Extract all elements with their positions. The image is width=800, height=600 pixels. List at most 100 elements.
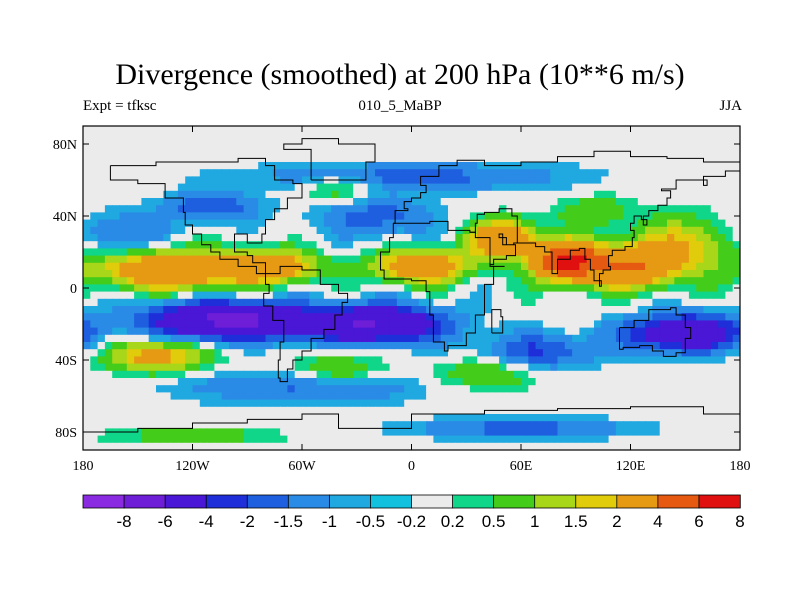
field-cell [645, 234, 653, 242]
field-cell [718, 327, 726, 336]
field-cell [97, 219, 106, 228]
field-cell [236, 306, 245, 314]
field-cell [367, 248, 376, 257]
field-cell [542, 334, 551, 343]
field-cell [637, 234, 646, 242]
field-cell [323, 219, 332, 228]
field-cell [280, 198, 288, 206]
field-cell [506, 320, 515, 329]
field-cell [382, 147, 391, 156]
field-cell [185, 262, 194, 271]
field-cell [170, 169, 179, 177]
field-cell [97, 392, 106, 401]
field-cell [272, 226, 281, 235]
field-cell [506, 248, 515, 257]
field-cell [440, 154, 449, 163]
field-cell [360, 385, 369, 393]
field-cell [484, 284, 493, 293]
field-cell [594, 226, 602, 235]
field-cell [623, 370, 632, 379]
field-cell [156, 176, 164, 185]
field-cell [163, 183, 172, 192]
colorbar-label: -0.2 [397, 512, 426, 531]
field-cell [725, 162, 734, 170]
field-cell [535, 270, 544, 278]
field-cell [637, 298, 646, 307]
field-cell [732, 399, 740, 408]
field-cell [506, 399, 515, 408]
field-cell [528, 126, 537, 134]
field-cell [718, 169, 726, 177]
field-cell [477, 370, 486, 379]
field-cell [710, 414, 719, 422]
field-cell [323, 241, 332, 249]
field-cell [411, 241, 420, 249]
field-cell [250, 327, 259, 336]
field-cell [710, 320, 719, 329]
field-cell [455, 428, 464, 437]
field-cell [199, 421, 208, 429]
field-cell [97, 126, 106, 134]
field-cell [426, 392, 434, 401]
field-cell [696, 270, 705, 278]
field-cell [90, 176, 99, 185]
field-cell [156, 212, 164, 221]
field-cell [477, 442, 486, 450]
field-cell [440, 234, 449, 242]
field-cell [170, 198, 179, 206]
field-cell [323, 334, 332, 343]
field-cell [674, 378, 683, 386]
field-cell [389, 414, 398, 422]
field-cell [411, 140, 420, 149]
field-cell [411, 147, 420, 156]
field-cell [623, 291, 632, 300]
field-cell [265, 277, 274, 285]
field-cell [572, 147, 580, 156]
field-cell [272, 363, 281, 372]
field-cell [572, 363, 580, 372]
field-cell [528, 219, 537, 228]
field-cell [112, 183, 121, 192]
field-cell [528, 234, 537, 242]
field-cell [696, 306, 705, 314]
y-tick-label: 40N [53, 210, 77, 225]
field-cell [360, 298, 369, 307]
field-cell [615, 320, 624, 329]
field-cell [338, 406, 347, 415]
field-cell [280, 183, 288, 192]
field-cell [141, 176, 150, 185]
field-cell [710, 176, 719, 185]
field-cell [601, 291, 610, 300]
field-cell [645, 262, 653, 271]
field-cell [586, 270, 595, 278]
field-cell [119, 334, 128, 343]
field-cell [229, 190, 237, 199]
field-cell [623, 399, 632, 408]
field-cell [265, 421, 274, 429]
field-cell [579, 241, 588, 249]
field-cell [506, 385, 515, 393]
field-cell [564, 126, 573, 134]
field-cell [207, 140, 215, 149]
field-cell [521, 284, 529, 293]
colorbar-swatch [205, 494, 248, 509]
field-cell [112, 219, 121, 228]
field-cell [229, 212, 237, 221]
field-cell [345, 342, 354, 350]
field-cell [725, 414, 734, 422]
field-cell [316, 241, 325, 249]
field-cell [280, 154, 288, 163]
field-cell [375, 342, 383, 350]
field-cell [462, 154, 471, 163]
field-cell [345, 313, 354, 321]
field-cell [367, 363, 376, 372]
field-cell [134, 313, 142, 321]
field-cell [491, 284, 500, 293]
field-cell [550, 126, 559, 134]
field-cell [557, 334, 566, 343]
field-cell [258, 349, 267, 357]
field-cell [637, 162, 646, 170]
field-cell [375, 226, 383, 235]
field-cell [586, 313, 595, 321]
field-cell [623, 349, 632, 357]
